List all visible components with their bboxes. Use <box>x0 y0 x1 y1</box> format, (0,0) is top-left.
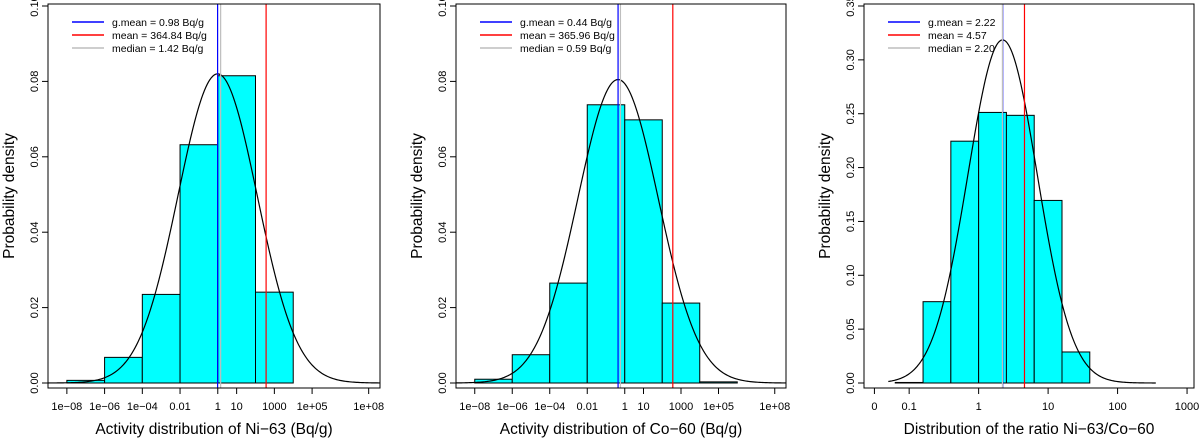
y-tick-label: 0.15 <box>845 211 857 232</box>
y-tick-label: 0.10 <box>437 0 449 17</box>
fit-curve <box>888 39 1156 384</box>
y-tick-label: 0.00 <box>29 372 41 393</box>
fit-curve <box>47 73 381 384</box>
y-tick-label: 0.05 <box>845 318 857 339</box>
legend-label: median = 2.20 <box>928 43 995 55</box>
y-tick-label: 0.04 <box>437 221 449 242</box>
y-tick-label: 0.02 <box>29 297 41 318</box>
legend-label: median = 0.59 Bq/g <box>520 43 612 55</box>
y-tick-label: 0.20 <box>845 157 857 178</box>
y-tick-label: 0.00 <box>437 372 449 393</box>
histogram-bar <box>922 301 952 384</box>
histogram-bar <box>586 104 626 384</box>
x-tick-label: 1e+08 <box>353 401 384 413</box>
y-tick-label: 0.00 <box>845 372 857 393</box>
x-tick-label: 1e−08 <box>51 401 82 413</box>
histogram-bar <box>104 356 143 384</box>
y-tick-label: 0.04 <box>29 221 41 242</box>
legend-label: g.mean = 0.98 Bq/g <box>112 17 204 29</box>
histogram-bar <box>661 302 701 384</box>
x-tick-label: 1e−06 <box>89 401 120 413</box>
legend-label: mean = 364.84 Bq/g <box>112 30 207 42</box>
x-tick-label: 1000 <box>1175 401 1199 413</box>
x-axis-label: Activity distribution of Ni−63 (Bq/g) <box>95 421 332 438</box>
histogram-bar <box>217 75 256 384</box>
y-tick-label: 0.10 <box>845 265 857 286</box>
histogram-bar <box>894 381 924 384</box>
chart-panel-1: 1e−08 1e−06 1e−04 0.01 1 10 1000 1e+05 1e+08 0.00… <box>1 0 384 438</box>
y-axis-label: Probability density <box>817 133 834 259</box>
histogram-bar <box>1005 114 1035 384</box>
x-tick-label: 1000 <box>669 401 693 413</box>
histogram-bar <box>549 282 588 384</box>
x-tick-label: 0.01 <box>577 401 598 413</box>
legend-label: g.mean = 2.22 <box>928 17 996 29</box>
y-tick-label: 0.02 <box>437 297 449 318</box>
histogram-bar <box>179 144 219 384</box>
legend-label: g.mean = 0.44 Bq/g <box>520 17 612 29</box>
y-tick-label: 0.35 <box>845 0 857 17</box>
x-tick-label: 0.1 <box>902 401 917 413</box>
histogram-bar <box>1033 199 1063 384</box>
x-tick-label: 10 <box>1042 401 1054 413</box>
x-tick-label: 1 <box>215 401 221 413</box>
y-tick-label: 0.08 <box>437 71 449 92</box>
x-tick-label: 1e−06 <box>497 401 528 413</box>
legend-label: median = 1.42 Bq/g <box>112 43 204 55</box>
histogram-bar <box>255 291 294 384</box>
x-axis-label: Distribution of the ratio Ni−63/Co−60 <box>904 421 1155 438</box>
legend-label: mean = 365.96 Bq/g <box>520 30 615 42</box>
histogram-bar <box>978 111 1007 384</box>
x-tick-label: 100 <box>1108 401 1126 413</box>
x-tick-label: 0 <box>871 401 877 413</box>
chart-panel-2: 1e−08 1e−06 1e−04 0.01 1 10 1000 1e+05 1e+08 0.00… <box>409 0 790 438</box>
y-tick-label: 0.30 <box>845 49 857 70</box>
x-tick-label: 1e+05 <box>297 401 328 413</box>
x-tick-label: 1e−04 <box>534 401 565 413</box>
x-tick-label: 1e−08 <box>459 401 490 413</box>
legend-label: mean = 4.57 <box>928 30 987 42</box>
x-tick-label: 1e+05 <box>703 401 734 413</box>
y-tick-label: 0.08 <box>29 71 41 92</box>
plot-frame <box>47 3 381 389</box>
plot-frame <box>863 3 1195 389</box>
x-tick-label: 0.01 <box>169 401 190 413</box>
y-tick-label: 0.10 <box>29 0 41 17</box>
plot-frame <box>455 3 787 389</box>
x-axis-label: Activity distribution of Co−60 (Bq/g) <box>500 421 743 438</box>
histogram-bar <box>950 140 980 384</box>
x-tick-label: 10 <box>231 401 243 413</box>
y-tick-label: 0.06 <box>29 146 41 167</box>
y-axis-label: Probability density <box>1 133 18 259</box>
y-tick-label: 0.06 <box>437 146 449 167</box>
x-tick-label: 1000 <box>262 401 286 413</box>
x-tick-label: 1e+08 <box>759 401 790 413</box>
histogram-bar <box>1061 351 1091 384</box>
histogram-bar <box>141 293 181 384</box>
chart-panel-3: 0 0.1 1 10 100 1000 0.00 0.05 0.10 0.15 0.20 0.25 0.… <box>817 0 1199 438</box>
x-tick-label: 1e−04 <box>127 401 158 413</box>
histogram-bar <box>699 381 738 384</box>
histogram-bar <box>624 119 663 384</box>
x-tick-label: 1 <box>622 401 628 413</box>
y-tick-label: 0.25 <box>845 103 857 124</box>
y-axis-label: Probability density <box>409 133 426 259</box>
x-tick-label: 1 <box>976 401 982 413</box>
x-tick-label: 10 <box>637 401 649 413</box>
